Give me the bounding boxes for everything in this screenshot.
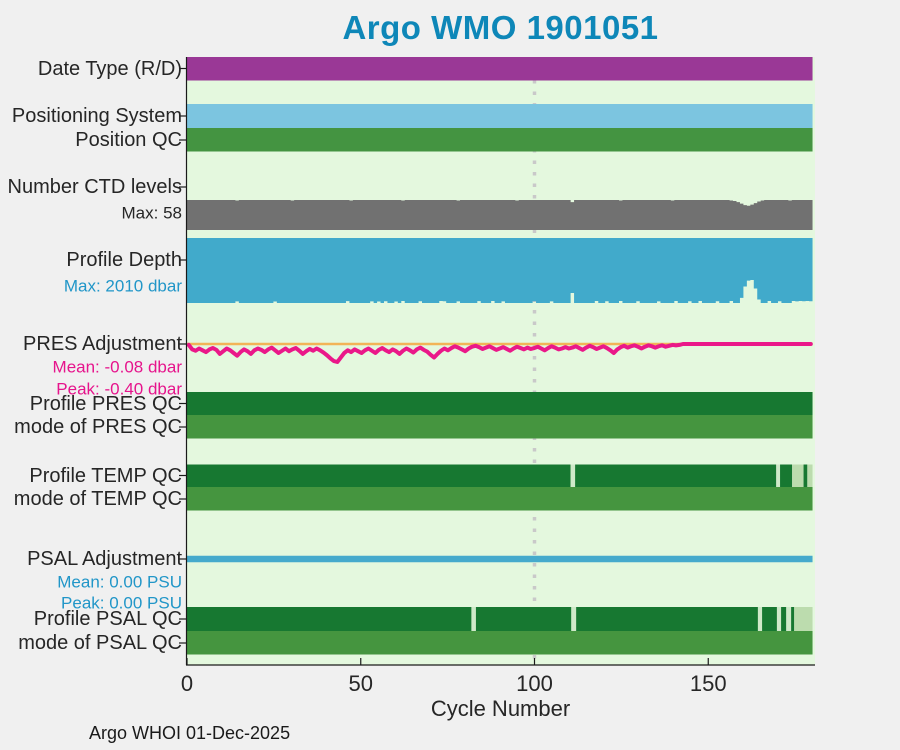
row-label-mode-temp-qc: mode of TEMP QC <box>13 488 182 510</box>
row-sublabel-psal-adjustment-1: Peak: 0.00 PSU <box>61 593 182 613</box>
x-tick-label-0: 0 <box>180 671 194 696</box>
row-profile-psal-qc <box>576 607 758 631</box>
row-sublabel-pres-adjustment-1: Peak: -0.40 dbar <box>56 379 182 399</box>
row-profile-psal-qc <box>571 607 577 631</box>
row-profile-temp-qc <box>780 464 793 487</box>
row-profile-temp-qc <box>187 464 571 487</box>
row-profile-psal-qc <box>791 607 795 631</box>
row-profile-temp-qc <box>807 464 813 487</box>
row-profile-psal-qc <box>762 607 777 631</box>
row-profile-psal-qc <box>187 607 472 631</box>
row-sublabel-profile-depth-0: Max: 2010 dbar <box>63 276 182 296</box>
row-sublabel-psal-adjustment-0: Mean: 0.00 PSU <box>57 572 182 592</box>
x-axis-label: Cycle Number <box>430 696 571 721</box>
x-tick-label-150: 150 <box>689 671 727 696</box>
row-number-ctd-levels <box>187 200 813 230</box>
row-label-mode-pres-qc: mode of PRES QC <box>14 416 182 438</box>
row-mode-psal-qc <box>187 631 813 655</box>
row-profile-temp-qc <box>575 464 777 487</box>
row-label-positioning-system: Positioning System <box>11 105 182 127</box>
row-profile-psal-qc <box>794 607 813 631</box>
row-label-mode-psal-qc: mode of PSAL QC <box>18 632 182 654</box>
row-profile-psal-qc <box>471 607 476 631</box>
row-profile-psal-qc <box>786 607 792 631</box>
row-profile-temp-qc <box>803 464 808 487</box>
row-label-profile-psal-qc: Profile PSAL QC <box>33 608 182 630</box>
row-position-qc <box>187 128 813 152</box>
row-label-profile-pres-qc: Profile PRES QC <box>29 392 182 415</box>
footer-text: Argo WHOI 01-Dec-2025 <box>89 723 291 743</box>
row-profile-psal-qc <box>781 607 787 631</box>
row-label-number-ctd-levels: Number CTD levels <box>7 176 182 198</box>
row-positioning-system <box>187 104 813 128</box>
row-label-psal-adjustment: PSAL Adjustment <box>27 548 182 570</box>
row-label-pres-adjustment: PRES Adjustment <box>23 333 182 355</box>
x-tick-label-50: 50 <box>348 671 373 696</box>
row-profile-temp-qc <box>792 464 804 487</box>
row-label-profile-depth: Profile Depth <box>66 249 182 271</box>
row-sublabel-number-ctd-levels-0: Max: 58 <box>121 203 182 223</box>
row-label-profile-temp-qc: Profile TEMP QC <box>29 464 182 487</box>
page-title: Argo WMO 1901051 <box>342 9 659 46</box>
x-tick-label-100: 100 <box>516 671 553 696</box>
row-mode-pres-qc <box>187 415 813 439</box>
row-profile-pres-qc <box>187 392 813 415</box>
row-profile-temp-qc <box>570 464 576 487</box>
row-label-date-type: Date Type (R/D) <box>37 57 182 80</box>
row-profile-psal-qc <box>475 607 572 631</box>
row-sublabel-pres-adjustment-0: Mean: -0.08 dbar <box>52 357 182 377</box>
plot-background <box>186 57 815 665</box>
row-label-position-qc: Position QC <box>75 129 182 151</box>
row-profile-depth <box>187 238 813 303</box>
row-profile-psal-qc <box>776 607 782 631</box>
row-profile-psal-qc <box>757 607 763 631</box>
row-mode-temp-qc <box>187 487 813 511</box>
row-date-type <box>187 57 813 81</box>
row-profile-temp-qc <box>776 464 781 487</box>
row-pres-adjustment <box>186 342 813 364</box>
